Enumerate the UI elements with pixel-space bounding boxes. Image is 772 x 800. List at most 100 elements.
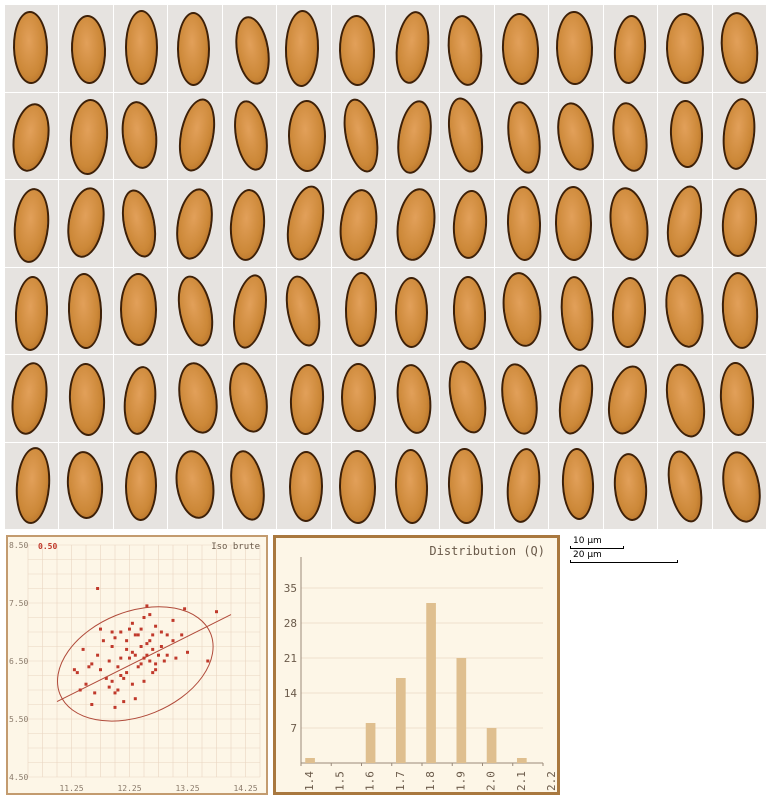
- spore-tile: [658, 180, 712, 267]
- spore-tile: [277, 5, 331, 92]
- spore: [67, 98, 110, 177]
- spore: [225, 447, 270, 524]
- spore: [338, 14, 376, 87]
- spore-tile: [386, 442, 440, 529]
- data-point: [145, 653, 149, 657]
- spore-tile: [440, 355, 494, 442]
- spore: [610, 276, 648, 350]
- data-point: [81, 647, 85, 651]
- q-distribution-histogram: Distribution (Q) 35 28 21 14 7 1.4 1.5 1.6 1.7 1.8…: [273, 535, 560, 795]
- mode-label: Iso brute: [211, 542, 260, 552]
- data-point: [162, 659, 166, 663]
- spore-tile: [168, 92, 222, 179]
- spore-tile: [168, 355, 223, 442]
- data-point: [159, 645, 163, 648]
- spore-tile: [658, 442, 712, 529]
- spore: [124, 450, 158, 522]
- spore-tile: [658, 267, 712, 354]
- data-point: [113, 636, 117, 640]
- spore-tile: [59, 355, 113, 442]
- spore: [394, 276, 429, 348]
- spore-tile: [549, 180, 603, 267]
- spore-tile: [5, 180, 59, 267]
- spore-tile: [277, 180, 331, 267]
- data-point: [183, 607, 187, 611]
- spore-tile: [222, 355, 277, 442]
- spore: [172, 359, 223, 438]
- data-point: [151, 671, 155, 675]
- spore: [554, 185, 593, 261]
- spore-tile: [113, 267, 168, 354]
- spore-tile: [712, 442, 766, 529]
- spore-tile: [549, 355, 603, 442]
- spore: [66, 361, 107, 437]
- spore: [716, 448, 766, 526]
- spore-tile: [549, 5, 603, 92]
- data-point: [142, 616, 146, 619]
- data-point: [151, 647, 155, 651]
- data-point: [104, 676, 108, 680]
- corner-value-label: 0.50: [38, 542, 57, 551]
- spore-tile: [222, 180, 277, 267]
- data-point: [113, 691, 117, 695]
- data-point: [116, 665, 120, 669]
- spore: [279, 272, 326, 350]
- data-point: [148, 639, 152, 643]
- spore-tile: [603, 5, 658, 92]
- data-point: [215, 610, 218, 614]
- spore-tile: [113, 5, 168, 92]
- spore: [228, 98, 273, 174]
- spore-tile: [59, 267, 113, 354]
- spore: [604, 185, 653, 264]
- spore-tile: [386, 5, 440, 92]
- spore: [227, 188, 268, 263]
- data-point: [130, 650, 134, 654]
- data-point: [151, 633, 155, 637]
- data-point: [171, 639, 175, 643]
- data-point: [87, 665, 91, 669]
- spore: [661, 182, 708, 261]
- data-point: [99, 668, 102, 672]
- spore-tile: [386, 355, 440, 442]
- spore: [607, 100, 652, 175]
- spore-tile: [603, 267, 658, 354]
- data-point: [145, 604, 149, 608]
- spore-tile: [59, 442, 113, 529]
- spore: [288, 363, 326, 437]
- spore: [560, 447, 596, 522]
- spore-tile: [222, 92, 277, 179]
- scatter-plot-panel: 8.50 7.50 6.50 5.50 4.50 11.25 12.25 13.25 14.25…: [6, 535, 268, 795]
- data-point: [186, 650, 189, 654]
- data-point: [99, 627, 102, 631]
- spore: [498, 269, 545, 350]
- spore: [602, 362, 654, 439]
- spore: [280, 182, 330, 265]
- spore-tile: [113, 355, 168, 442]
- x-tick-label: 1.4: [303, 771, 316, 791]
- data-point: [128, 627, 131, 631]
- y-tick-label: 8.50: [9, 541, 28, 550]
- spore-tile: [712, 267, 766, 354]
- data-point: [110, 630, 114, 634]
- spore: [7, 359, 53, 437]
- spore-tile: [59, 5, 113, 92]
- spore-tile: [440, 92, 494, 179]
- spore-tile: [603, 92, 658, 179]
- spore-tile: [440, 267, 494, 354]
- data-point: [96, 587, 100, 590]
- spore: [719, 271, 762, 351]
- spore-tile: [386, 180, 440, 267]
- spore-tile: [5, 355, 59, 442]
- data-point: [154, 668, 158, 672]
- spore: [11, 10, 49, 85]
- data-point: [128, 656, 131, 660]
- spore: [717, 9, 762, 86]
- data-point: [154, 624, 158, 628]
- spore: [170, 447, 219, 522]
- spore: [553, 361, 599, 438]
- spore: [284, 9, 321, 88]
- histogram-frame: [273, 535, 560, 795]
- spore: [10, 186, 52, 265]
- spore: [223, 359, 274, 437]
- x-tick-label: 12.25: [117, 784, 141, 793]
